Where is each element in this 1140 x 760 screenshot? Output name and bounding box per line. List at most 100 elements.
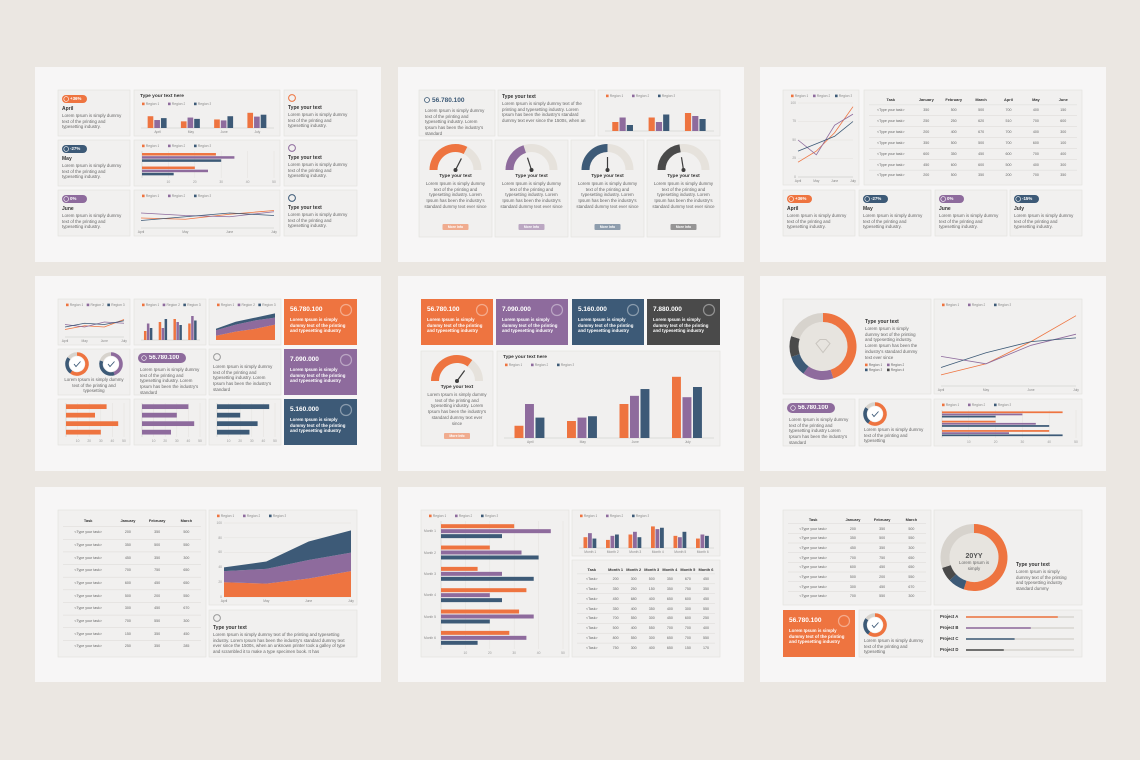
note-title: Type your text [288, 205, 322, 211]
donut-hole [798, 322, 848, 371]
legend-swatch [194, 194, 197, 198]
legend-swatch [994, 403, 997, 407]
table-cell: 400 [1032, 129, 1039, 134]
x-tick-label: April [526, 439, 534, 444]
bar [942, 420, 996, 423]
bar [194, 118, 200, 128]
badge-icon [63, 146, 69, 152]
table-cell: 550 [702, 636, 709, 641]
legend-label: Region 1 [220, 514, 235, 518]
kpi-value: 56.780.100 [427, 306, 460, 313]
bar [247, 112, 254, 128]
x-tick-label: 20 [993, 439, 998, 444]
bar [693, 387, 702, 438]
table-cell: <Type your task> [799, 555, 827, 560]
bar [220, 120, 227, 128]
legend-label: Region 2 [241, 303, 256, 307]
stat-text: Lorem Ipsum is simply dummy text of the … [62, 113, 122, 130]
table-cell: <Type your task> [799, 594, 827, 599]
table-cell: 600 [684, 596, 691, 601]
table-cell: 250 [124, 644, 131, 649]
table-cell: 450 [978, 151, 985, 156]
bar [678, 537, 682, 548]
icon [424, 97, 430, 103]
donut-hole [103, 356, 119, 372]
kpi-text: Lorem Ipsum is simply dummy text of the … [789, 417, 849, 445]
kpi-value: 5.160.000 [578, 306, 607, 313]
table-cell: 670 [684, 576, 691, 581]
badge-label: -27% [70, 146, 81, 152]
y-tick-label: 100 [790, 100, 796, 105]
table-cell: <Type your task> [877, 108, 905, 113]
button [670, 224, 697, 230]
table-header: March [180, 517, 193, 523]
bar [142, 156, 235, 159]
card [783, 610, 855, 657]
table-cell: 750 [154, 568, 161, 573]
table-header: April [1004, 97, 1013, 103]
bar [699, 119, 706, 131]
x-tick-label: 30 [98, 438, 103, 443]
bar [180, 121, 187, 128]
legend-label: Region 1 [609, 94, 624, 98]
legend-label: Region 3 [997, 303, 1012, 307]
x-tick-label: April [937, 387, 945, 392]
legend-label: Region 1 [794, 94, 809, 98]
donut-segment [963, 524, 1008, 591]
table-cell: <Task> [586, 646, 598, 651]
donut-title: Type your text [865, 319, 899, 325]
stat-text: Lorem Ipsum is simply dummy text of the … [863, 213, 923, 230]
badge [939, 195, 964, 203]
bar [619, 404, 629, 438]
donut-segment [949, 574, 967, 590]
bar [441, 609, 520, 614]
x-tick-label: May [982, 387, 990, 392]
chart-title: Type your text here [140, 94, 184, 99]
bar [583, 537, 588, 548]
gauge-hub [455, 379, 459, 383]
bar [615, 534, 619, 548]
table-cell: 600 [1005, 151, 1012, 156]
table-cell: 150 [648, 586, 655, 591]
table-cell: 450 [154, 580, 161, 585]
y-tick-label: Month 4 [424, 593, 436, 598]
area [224, 552, 351, 584]
y-tick-label: 20 [218, 580, 222, 584]
table-cell: <Task> [586, 586, 598, 591]
legend-swatch [580, 514, 583, 518]
badge-icon [788, 196, 794, 202]
y-tick-label: 100 [216, 520, 222, 525]
bar [441, 555, 539, 560]
table-cell: 620 [978, 119, 985, 123]
table-cell: 680 [630, 596, 637, 601]
table-cell: <Type your task> [799, 545, 827, 550]
bar [441, 593, 490, 598]
y-tick-label: Month 6 [424, 636, 436, 641]
table-cell: 350 [1060, 173, 1067, 178]
x-tick-label: 10 [75, 438, 80, 443]
card [571, 509, 721, 557]
legend-label: Region 2 [171, 144, 186, 148]
gauge-needle [456, 370, 466, 382]
x-tick-label: 50 [122, 438, 126, 443]
card [133, 189, 281, 237]
bar [164, 319, 168, 340]
y-tick-label: Month 3 [424, 572, 436, 577]
table-cell: 300 [648, 616, 655, 621]
table-cell: 500 [612, 626, 619, 631]
bar [441, 598, 502, 603]
legend-swatch [606, 514, 609, 518]
donut-center: 20YY [965, 552, 983, 560]
table-cell: <Type your task> [74, 618, 102, 623]
card [283, 89, 358, 137]
icon [288, 194, 296, 202]
card [496, 299, 568, 345]
x-tick-label: 50 [272, 179, 276, 184]
table-cell: 450 [702, 576, 709, 581]
bar [648, 117, 655, 131]
legend-label: Region 3 [484, 514, 499, 518]
bar [673, 535, 678, 548]
table-cell: 670 [908, 584, 915, 589]
stat-text: Lorem Ipsum is simply dummy text of the … [939, 213, 999, 230]
kpi-text: Lorem Ipsum is simply dummy text of the … [290, 417, 346, 434]
